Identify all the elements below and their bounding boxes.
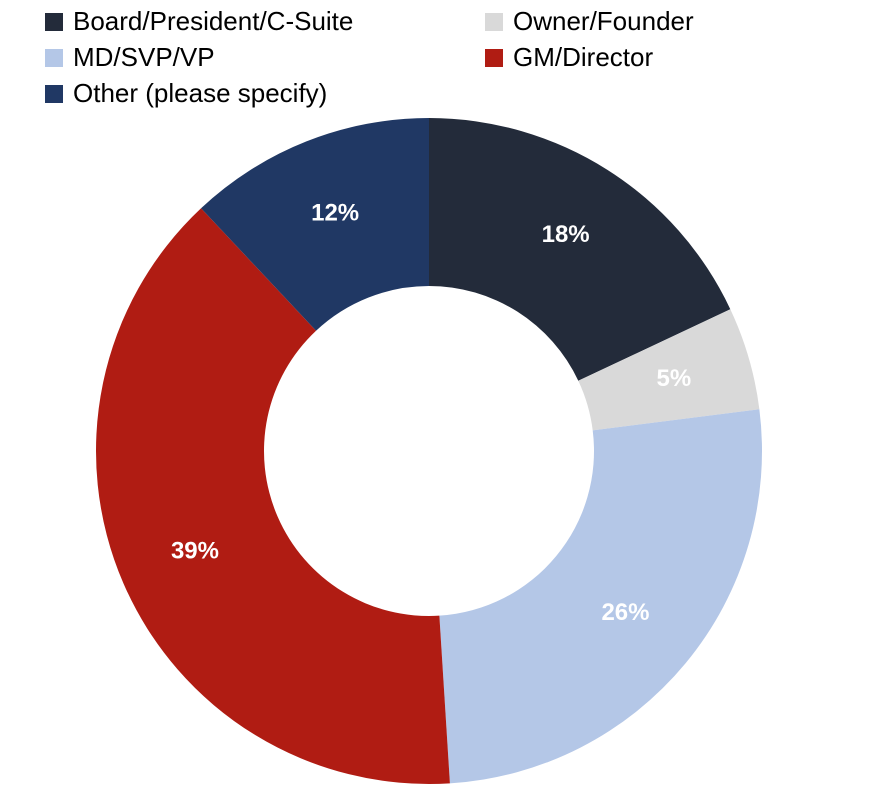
legend-swatch (485, 49, 503, 67)
legend-swatch (485, 13, 503, 31)
data-label: 26% (601, 599, 649, 626)
donut-segment (439, 409, 762, 784)
donut-segment (95, 208, 450, 785)
data-label: 5% (657, 365, 692, 392)
legend-label: MD/SVP/VP (73, 42, 215, 72)
data-label: 18% (542, 221, 590, 248)
data-label: 39% (171, 538, 219, 565)
legend-swatch (45, 13, 63, 31)
donut-segment (578, 309, 760, 431)
legend-swatch (45, 85, 63, 103)
donut-segment (201, 118, 429, 331)
donut-segment (429, 118, 731, 381)
legend-label: Other (please specify) (73, 78, 327, 108)
data-label: 12% (311, 199, 359, 226)
legend-label: Owner/Founder (513, 6, 694, 36)
legend-label: GM/Director (513, 42, 653, 72)
legend-label: Board/President/C-Suite (73, 6, 353, 36)
legend-swatch (45, 49, 63, 67)
